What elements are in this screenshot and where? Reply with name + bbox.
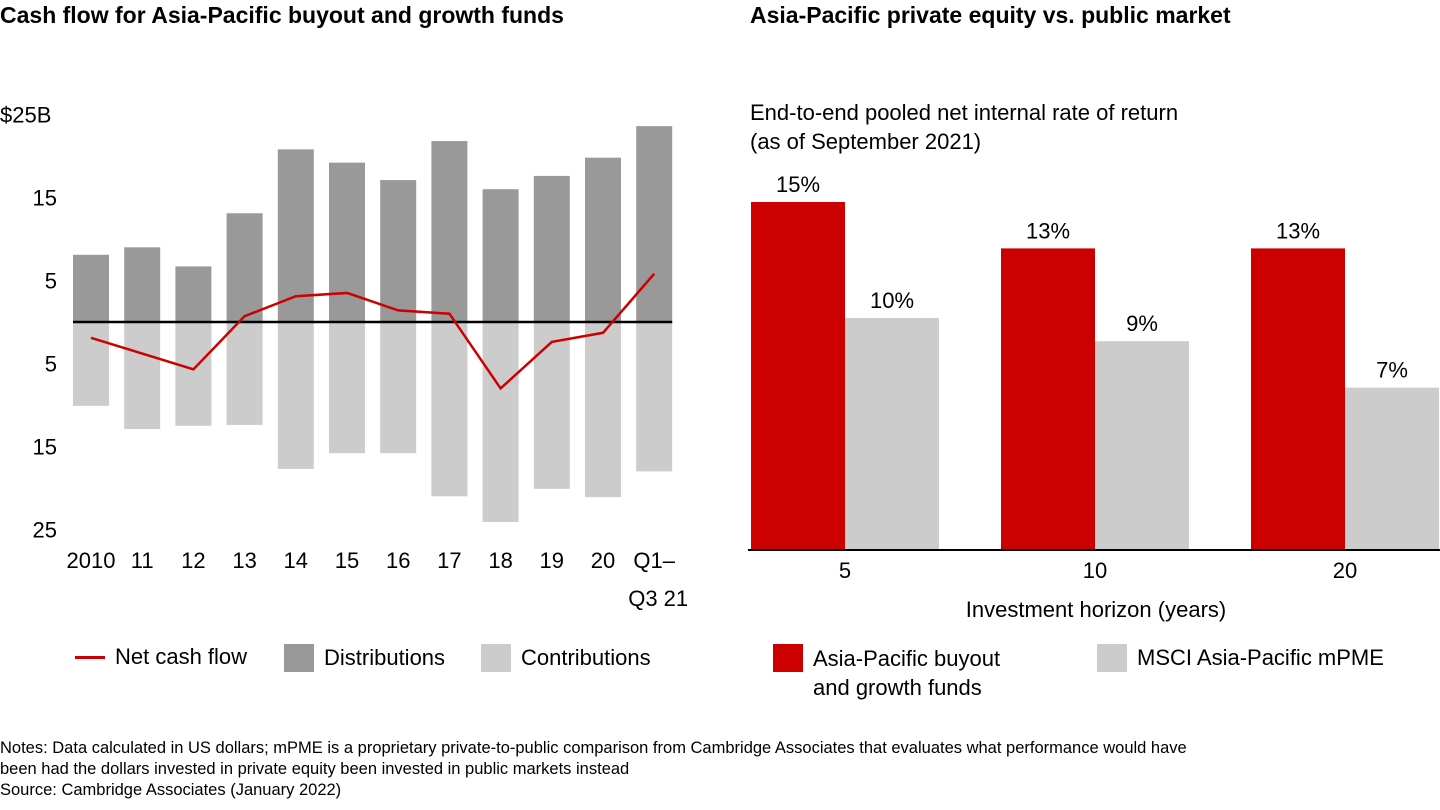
x-axis-label: Investment horizon (years): [966, 597, 1226, 622]
legend-contributions: Contributions: [481, 644, 651, 672]
distribution-bar: [226, 213, 263, 322]
distribution-bar: [431, 141, 468, 322]
line-swatch-icon: [75, 655, 105, 659]
x-tick-label: 19: [540, 548, 564, 573]
right-chart-subtitle: End-to-end pooled net internal rate of r…: [750, 98, 1178, 156]
x-tick-label: 17: [437, 548, 461, 573]
contribution-bar: [73, 322, 109, 406]
contribution-bar: [431, 322, 468, 497]
x-tick-label: Q1–: [633, 548, 675, 573]
x-tick-label: 18: [488, 548, 512, 573]
data-label: 13%: [1276, 218, 1320, 243]
subtitle-line: End-to-end pooled net internal rate of r…: [750, 100, 1179, 125]
distribution-bar: [175, 266, 212, 322]
notes-line: Notes: Data calculated in US dollars; mP…: [0, 739, 1187, 757]
data-label: 10%: [870, 288, 914, 313]
legend-distributions: Distributions: [284, 644, 445, 672]
legend-label: Distributions: [324, 645, 446, 670]
distribution-bar: [533, 175, 570, 322]
x-tick-label: 20: [591, 548, 615, 573]
contribution-bar: [585, 322, 621, 498]
x-tick-label: 16: [386, 548, 410, 573]
distribution-bar: [585, 157, 621, 322]
distribution-bar: [329, 162, 365, 322]
x-tick-label: 5: [839, 558, 851, 583]
contribution-bar: [636, 322, 673, 472]
msci-bar: [1345, 387, 1439, 550]
apac-funds-bar: [751, 202, 845, 550]
swatch-icon: [284, 644, 314, 672]
contribution-bar: [277, 322, 314, 469]
distribution-bar: [380, 180, 417, 322]
legend-label: Net cash flow: [115, 644, 248, 669]
x-tick-label: 11: [131, 548, 154, 573]
legend-msci: MSCI Asia-Pacific mPME: [1097, 644, 1384, 672]
y-tick-label: $25B: [0, 103, 51, 128]
x-tick-label: 20: [1333, 558, 1357, 583]
data-label: 15%: [776, 172, 820, 197]
x-tick-label: 13: [232, 548, 256, 573]
contribution-bar: [380, 322, 417, 454]
distribution-bar: [482, 189, 519, 322]
x-tick-label: 15: [335, 548, 359, 573]
notes-line: been had the dollars invested in private…: [0, 760, 630, 778]
y-tick-label: 5: [45, 269, 57, 294]
apac-funds-bar: [1251, 248, 1345, 550]
contribution-bar: [226, 322, 263, 425]
distribution-bar: [124, 247, 161, 322]
source-line: Source: Cambridge Associates (January 20…: [0, 781, 342, 799]
x-tick-label: Q3 21: [628, 586, 688, 611]
msci-bar: [1095, 341, 1189, 550]
legend-label: Contributions: [521, 645, 651, 670]
net-cash-flow-line: [90, 273, 656, 391]
contribution-bar: [175, 322, 212, 426]
x-tick-label: 14: [284, 548, 308, 573]
legend-label: Asia-Pacific buyout and growth funds: [813, 646, 1001, 700]
contribution-bar: [124, 322, 161, 430]
x-tick-label: 12: [181, 548, 205, 573]
right-chart-title: Asia-Pacific private equity vs. public m…: [750, 2, 1231, 28]
swatch-icon: [1097, 644, 1127, 672]
legend-apac-funds: Asia-Pacific buyout and growth funds: [773, 644, 1000, 702]
data-label: 13%: [1026, 218, 1070, 243]
data-label: 7%: [1376, 358, 1408, 383]
swatch-icon: [481, 644, 511, 672]
swatch-icon: [773, 644, 803, 672]
notes: Notes: Data calculated in US dollars; mP…: [0, 738, 1440, 801]
distribution-bar: [73, 254, 109, 322]
data-label: 9%: [1126, 311, 1158, 336]
y-tick-label: 25: [33, 518, 57, 543]
x-tick-label: 2010: [67, 548, 116, 573]
contribution-bar: [329, 322, 365, 454]
left-chart-title: Cash flow for Asia-Pacific buyout and gr…: [0, 2, 564, 28]
x-tick-label: 10: [1083, 558, 1107, 583]
apac-funds-bar: [1001, 248, 1095, 550]
legend-net-cash-flow: Net cash flow: [75, 644, 247, 670]
msci-bar: [845, 318, 939, 550]
contribution-bar: [533, 322, 570, 489]
contribution-bar: [482, 322, 519, 523]
y-tick-label: 15: [33, 435, 57, 460]
y-tick-label: 15: [33, 186, 57, 211]
legend-label: MSCI Asia-Pacific mPME: [1137, 645, 1384, 670]
distribution-bar: [636, 126, 673, 323]
subtitle-line: (as of September 2021): [750, 129, 982, 154]
distribution-bar: [277, 149, 314, 322]
y-tick-label: 5: [45, 352, 57, 377]
